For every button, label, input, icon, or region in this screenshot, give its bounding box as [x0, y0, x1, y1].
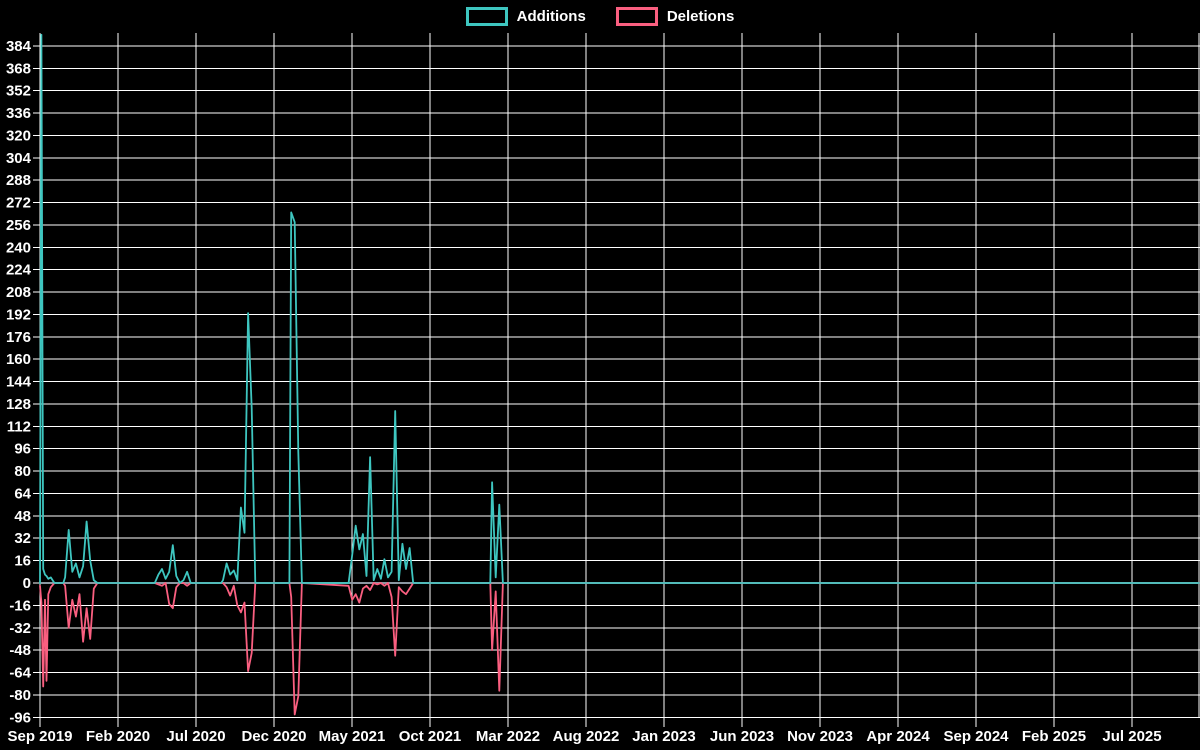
y-axis-tick-label: 304	[6, 150, 32, 167]
y-axis-tick-label: 80	[14, 463, 31, 480]
y-axis-tick-label: -96	[9, 709, 31, 726]
y-axis-tick-label: 112	[7, 418, 31, 435]
x-axis-tick-label: May 2021	[319, 728, 386, 745]
y-axis-tick-label: 64	[14, 485, 31, 502]
y-axis-tick-label: 32	[14, 530, 31, 547]
y-axis-tick-label: 128	[6, 396, 31, 413]
y-axis-tick-label: 352	[6, 83, 31, 100]
y-axis-tick-label: 224	[6, 262, 32, 279]
x-axis-tick-label: Apr 2024	[866, 728, 930, 745]
y-axis-tick-label: 160	[6, 351, 31, 368]
y-axis-tick-label: 256	[6, 217, 31, 234]
y-axis-tick-label: -16	[9, 597, 31, 614]
legend-item-additions[interactable]: Additions	[465, 7, 586, 26]
additions-series-line	[39, 33, 1200, 584]
y-axis-tick-label: 144	[6, 374, 32, 391]
x-axis-tick-label: Jul 2020	[166, 728, 225, 745]
y-axis-tick-label: 336	[6, 105, 31, 122]
y-axis-tick-label: -80	[9, 687, 31, 704]
x-axis-tick-label: Nov 2023	[787, 728, 853, 745]
y-axis-tick-label: -48	[9, 642, 31, 659]
y-axis-tick-label: 192	[6, 306, 31, 323]
y-axis-tick-label: 272	[6, 195, 31, 212]
y-axis-tick-label: 0	[23, 575, 31, 592]
deletions-legend-label: Deletions	[666, 8, 735, 25]
x-axis-tick-label: Sep 2019	[7, 728, 72, 745]
x-axis-tick-label: Jan 2023	[632, 728, 695, 745]
x-axis-tick-label: Jun 2023	[710, 728, 774, 745]
y-axis-tick-label: 176	[6, 329, 31, 346]
y-axis-tick-label: 48	[14, 508, 31, 525]
deletions-series-line	[39, 582, 1200, 716]
chart-legend: Additions Deletions	[0, 7, 1200, 26]
y-axis-tick-label: 16	[14, 553, 31, 570]
legend-item-deletions[interactable]: Deletions	[615, 7, 735, 26]
y-axis-tick-label: 288	[6, 172, 31, 189]
y-axis-tick-label: -64	[9, 665, 31, 682]
y-axis-tick-label: 384	[6, 38, 32, 55]
x-axis-tick-label: Mar 2022	[476, 728, 540, 745]
deletions-swatch-icon	[615, 7, 658, 26]
x-axis-tick-label: Jul 2025	[1102, 728, 1161, 745]
y-axis-tick-label: -32	[9, 620, 31, 637]
y-axis-tick-label: 208	[6, 284, 31, 301]
y-axis-tick-label: 96	[14, 441, 31, 458]
x-axis-tick-label: Dec 2020	[241, 728, 306, 745]
x-axis-tick-label: Aug 2022	[553, 728, 620, 745]
y-axis-tick-label: 240	[6, 239, 31, 256]
y-axis-tick-label: 320	[6, 127, 31, 144]
x-axis-tick-label: Feb 2025	[1022, 728, 1086, 745]
additions-swatch-icon	[465, 7, 508, 26]
additions-legend-label: Additions	[516, 8, 586, 25]
x-axis-tick-label: Oct 2021	[399, 728, 462, 745]
x-axis-tick-label: Feb 2020	[86, 728, 150, 745]
x-axis-tick-label: Sep 2024	[943, 728, 1009, 745]
y-axis-tick-label: 368	[6, 60, 31, 77]
